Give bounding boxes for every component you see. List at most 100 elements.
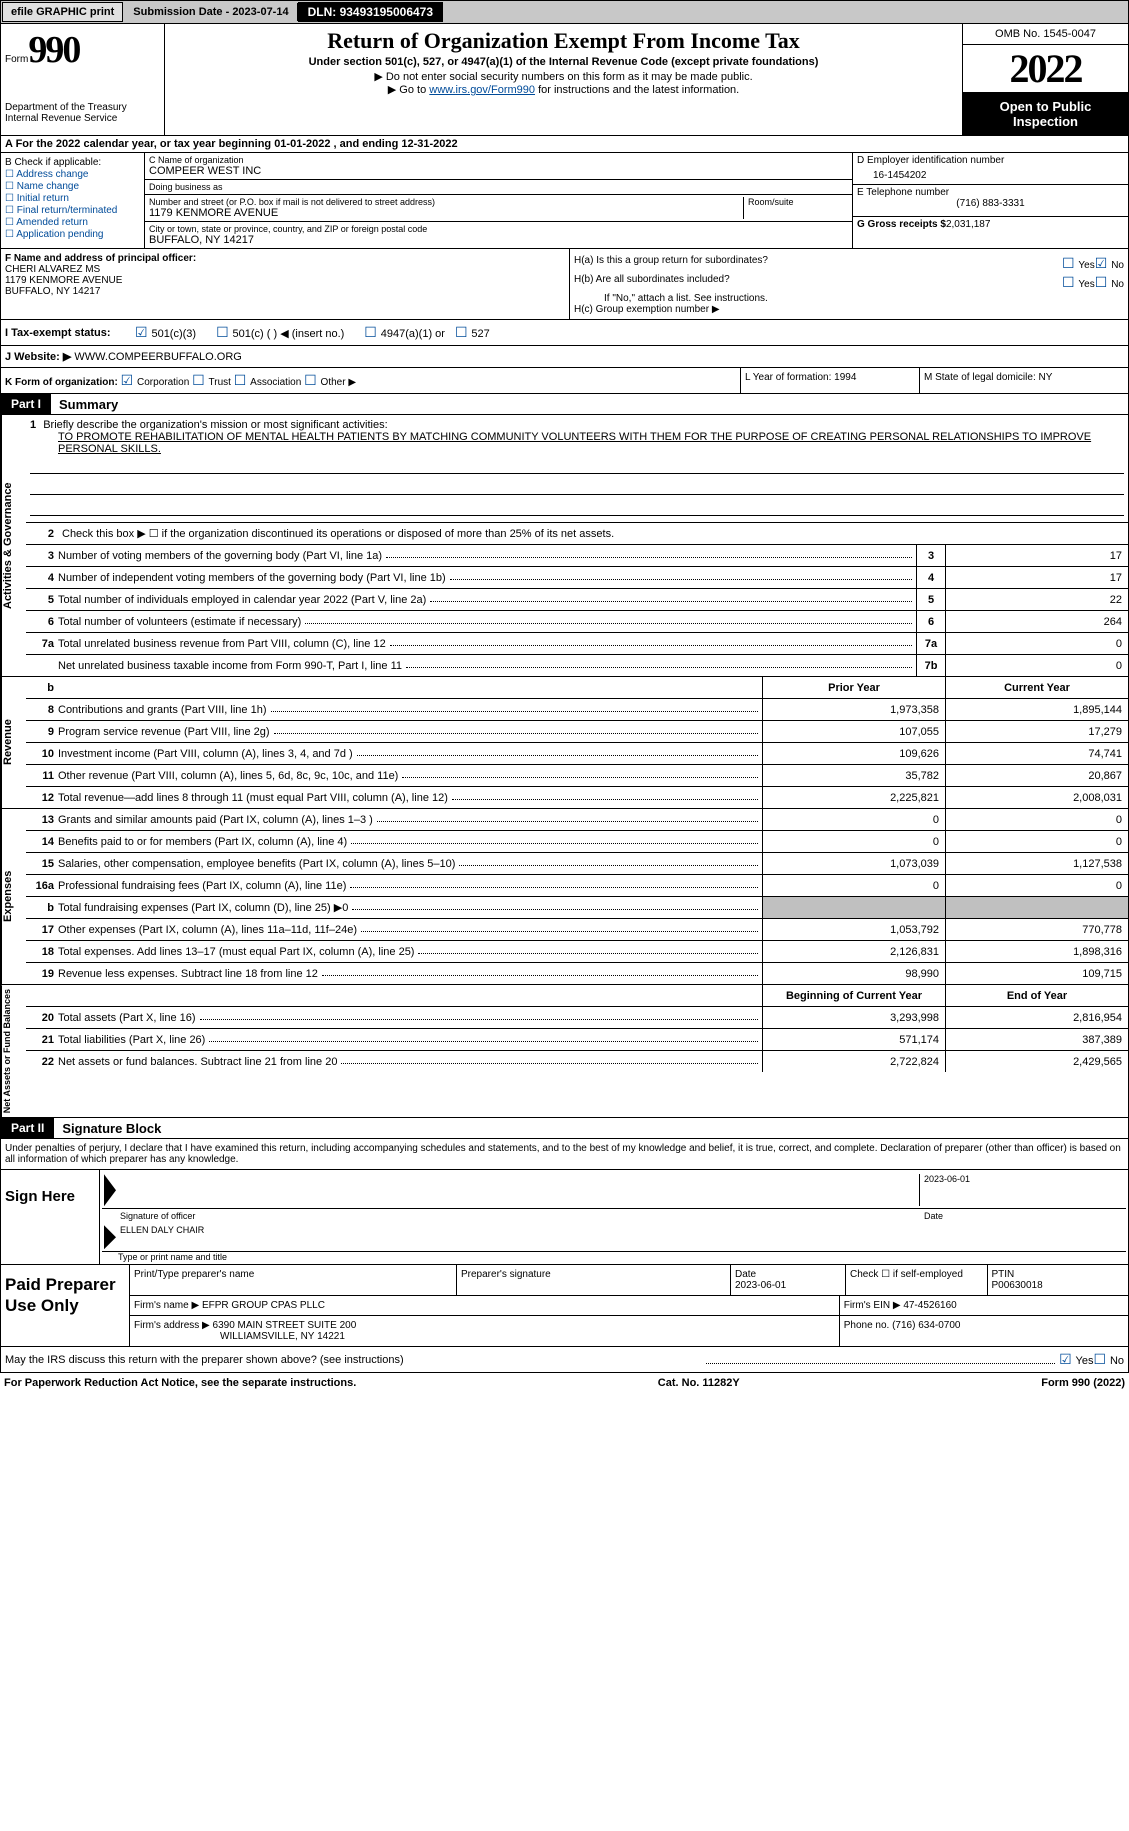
- line-13-current: 0: [945, 809, 1128, 830]
- tab-activities-governance: Activities & Governance: [1, 415, 26, 676]
- line-3-value: 17: [945, 545, 1128, 566]
- discuss-yes[interactable]: Yes: [1059, 1351, 1093, 1368]
- dept-treasury: Department of the Treasury: [5, 102, 160, 113]
- part1-header: Part I: [1, 394, 51, 414]
- row-j-website: J Website: ▶ WWW.COMPEERBUFFALO.ORG: [0, 346, 1129, 368]
- line-18-current: 1,898,316: [945, 941, 1128, 962]
- org-corp[interactable]: Corporation: [121, 377, 190, 388]
- ha-no[interactable]: No: [1095, 255, 1124, 272]
- officer-name: CHERI ALVAREZ MS: [5, 264, 565, 275]
- line-15-current: 1,127,538: [945, 853, 1128, 874]
- part1-title: Summary: [51, 397, 118, 412]
- submission-date: Submission Date - 2023-07-14: [125, 3, 297, 21]
- block-b: B Check if applicable: Address change Na…: [1, 153, 145, 248]
- paid-preparer-label: Paid Preparer Use Only: [1, 1265, 129, 1346]
- street-address: 1179 KENMORE AVENUE: [149, 207, 739, 219]
- city-state-zip: BUFFALO, NY 14217: [149, 234, 848, 246]
- hb-no[interactable]: No: [1095, 274, 1124, 291]
- part2-title: Signature Block: [54, 1121, 161, 1136]
- state-domicile: M State of legal domicile: NY: [919, 368, 1128, 393]
- footer-left: For Paperwork Reduction Act Notice, see …: [4, 1377, 356, 1389]
- org-assoc[interactable]: Association: [234, 377, 302, 388]
- col-current-year: Current Year: [945, 677, 1128, 698]
- line-16a-current: 0: [945, 875, 1128, 896]
- line-12-current: 2,008,031: [945, 787, 1128, 808]
- part2-header: Part II: [1, 1118, 54, 1138]
- cb-final-return[interactable]: Final return/terminated: [5, 205, 140, 216]
- sign-date: 2023-06-01: [919, 1174, 1124, 1206]
- firm-ein: Firm's EIN ▶ 47-4526160: [840, 1296, 1128, 1315]
- org-name: COMPEER WEST INC: [149, 165, 848, 177]
- line-18-prior: 2,126,831: [762, 941, 945, 962]
- line-16a-prior: 0: [762, 875, 945, 896]
- officer-addr1: 1179 KENMORE AVENUE: [5, 275, 565, 286]
- top-bar: efile GRAPHIC print Submission Date - 20…: [0, 0, 1129, 24]
- status-4947[interactable]: 4947(a)(1) or: [364, 324, 445, 341]
- line-7a-value: 0: [945, 633, 1128, 654]
- ha-yes[interactable]: Yes: [1062, 255, 1095, 272]
- firm-name: EFPR GROUP CPAS PLLC: [202, 1300, 325, 1311]
- note-ssn: ▶ Do not enter social security numbers o…: [169, 70, 958, 83]
- line-17-prior: 1,053,792: [762, 919, 945, 940]
- firm-addr2: WILLIAMSVILLE, NY 14221: [134, 1331, 835, 1342]
- tab-revenue: Revenue: [1, 677, 26, 808]
- year-formation: L Year of formation: 1994: [740, 368, 919, 393]
- org-trust[interactable]: Trust: [192, 377, 231, 388]
- self-employed-check[interactable]: Check ☐ if self-employed: [846, 1265, 988, 1295]
- officer-addr2: BUFFALO, NY 14217: [5, 286, 565, 297]
- line2: Check this box ▶ ☐ if the organization d…: [58, 525, 1128, 542]
- block-c: C Name of organization COMPEER WEST INC …: [145, 153, 852, 248]
- line-21-end: 387,389: [945, 1029, 1128, 1050]
- line-14-current: 0: [945, 831, 1128, 852]
- block-h: H(a) Is this a group return for subordin…: [570, 249, 1128, 319]
- cb-app-pending[interactable]: Application pending: [5, 229, 140, 240]
- status-527[interactable]: 527: [455, 324, 490, 341]
- gross-receipts: 2,031,187: [946, 219, 991, 230]
- form-label: Form: [5, 54, 28, 65]
- line-10-current: 74,741: [945, 743, 1128, 764]
- line-20-begin: 3,293,998: [762, 1007, 945, 1028]
- row-k-form-org: K Form of organization: Corporation Trus…: [1, 368, 740, 393]
- discuss-no[interactable]: No: [1093, 1351, 1124, 1368]
- tab-net-assets: Net Assets or Fund Balances: [1, 985, 26, 1117]
- cb-address-change[interactable]: Address change: [5, 169, 140, 180]
- dln-number: DLN: 93493195006473: [298, 2, 443, 22]
- tab-expenses: Expenses: [1, 809, 26, 984]
- col-end-year: End of Year: [945, 985, 1128, 1006]
- org-other[interactable]: Other ▶: [304, 377, 356, 388]
- line-22-begin: 2,722,824: [762, 1051, 945, 1072]
- arrow-icon: [104, 1174, 116, 1206]
- note-link: ▶ Go to www.irs.gov/Form990 for instruct…: [169, 83, 958, 96]
- hb-yes[interactable]: Yes: [1062, 274, 1095, 291]
- discuss-question: May the IRS discuss this return with the…: [5, 1354, 702, 1366]
- cb-amended[interactable]: Amended return: [5, 217, 140, 228]
- line-11-prior: 35,782: [762, 765, 945, 786]
- firm-addr1: 6390 MAIN STREET SUITE 200: [213, 1320, 357, 1331]
- line-15-prior: 1,073,039: [762, 853, 945, 874]
- signer-name: ELLEN DALY CHAIR: [120, 1225, 204, 1249]
- line-21-begin: 571,174: [762, 1029, 945, 1050]
- irs-link[interactable]: www.irs.gov/Form990: [429, 84, 535, 96]
- irs-label: Internal Revenue Service: [5, 113, 160, 124]
- col-begin-year: Beginning of Current Year: [762, 985, 945, 1006]
- line-6-value: 264: [945, 611, 1128, 632]
- block-deg: D Employer identification number 16-1454…: [852, 153, 1128, 248]
- line-20-end: 2,816,954: [945, 1007, 1128, 1028]
- footer-center: Cat. No. 11282Y: [658, 1377, 740, 1389]
- arrow-icon: [104, 1225, 116, 1249]
- efile-print-btn[interactable]: efile GRAPHIC print: [2, 2, 123, 22]
- line-9-prior: 107,055: [762, 721, 945, 742]
- line-12-prior: 2,225,821: [762, 787, 945, 808]
- line-8-current: 1,895,144: [945, 699, 1128, 720]
- tax-year: 2022: [963, 45, 1128, 93]
- line-22-end: 2,429,565: [945, 1051, 1128, 1072]
- ptin: P00630018: [992, 1280, 1125, 1291]
- status-501c[interactable]: 501(c) ( ) ◀ (insert no.): [216, 324, 344, 341]
- status-501c3[interactable]: 501(c)(3): [135, 324, 196, 341]
- line-10-prior: 109,626: [762, 743, 945, 764]
- cb-initial-return[interactable]: Initial return: [5, 193, 140, 204]
- line-14-prior: 0: [762, 831, 945, 852]
- form-title: Return of Organization Exempt From Incom…: [169, 28, 958, 54]
- cb-name-change[interactable]: Name change: [5, 181, 140, 192]
- mission-text: TO PROMOTE REHABILITATION OF MENTAL HEAL…: [30, 431, 1124, 455]
